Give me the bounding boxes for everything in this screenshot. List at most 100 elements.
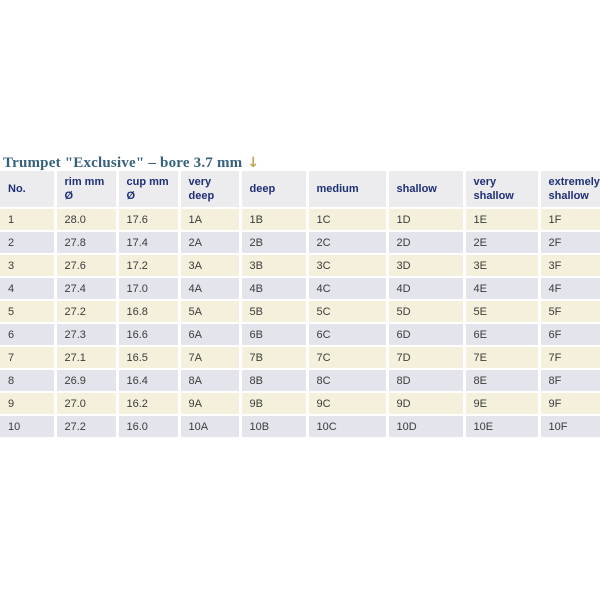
table-body: 1 28.0 17.6 1A 1B 1C 1D 1E 1F 2 27.8 17.4 2A 2B 2C 2D 2E… bbox=[0, 208, 600, 439]
table-cell: 27.2 bbox=[55, 300, 119, 324]
table-cell: 17.4 bbox=[117, 231, 181, 255]
table-cell: 16.5 bbox=[117, 346, 181, 370]
table-cell: 1 bbox=[0, 208, 57, 232]
table-row: 4 27.4 17.0 4A 4B 4C 4D 4E 4F bbox=[0, 277, 600, 301]
table-cell: 9F bbox=[539, 392, 600, 416]
table-cell: 7D bbox=[387, 346, 466, 370]
column-header: cup mm Ø bbox=[117, 171, 181, 209]
table-cell: 27.0 bbox=[55, 392, 119, 416]
table-cell: 10A bbox=[179, 415, 242, 439]
table-cell: 27.2 bbox=[55, 415, 119, 439]
table-cell: 7 bbox=[0, 346, 57, 370]
table-cell: 9C bbox=[307, 392, 389, 416]
down-arrow-icon[interactable]: ↓ bbox=[247, 155, 260, 172]
column-header: shallow bbox=[387, 171, 466, 209]
table-cell: 1C bbox=[307, 208, 389, 232]
table-cell: 1E bbox=[464, 208, 541, 232]
table-cell: 16.6 bbox=[117, 323, 181, 347]
table-row: 7 27.1 16.5 7A 7B 7C 7D 7E 7F bbox=[0, 346, 600, 370]
table-cell: 6D bbox=[387, 323, 466, 347]
table-cell: 5D bbox=[387, 300, 466, 324]
table-cell: 4A bbox=[179, 277, 242, 301]
table-row: 9 27.0 16.2 9A 9B 9C 9D 9E 9F bbox=[0, 392, 600, 416]
table-cell: 8B bbox=[240, 369, 309, 393]
table-cell: 5C bbox=[307, 300, 389, 324]
table-row: 6 27.3 16.6 6A 6B 6C 6D 6E 6F bbox=[0, 323, 600, 347]
table-row: 3 27.6 17.2 3A 3B 3C 3D 3E 3F bbox=[0, 254, 600, 278]
table-cell: 8A bbox=[179, 369, 242, 393]
table-cell: 7F bbox=[539, 346, 600, 370]
table-cell: 4F bbox=[539, 277, 600, 301]
table-cell: 4 bbox=[0, 277, 57, 301]
table-cell: 10D bbox=[387, 415, 466, 439]
table-cell: 5E bbox=[464, 300, 541, 324]
table-cell: 27.6 bbox=[55, 254, 119, 278]
table-cell: 9A bbox=[179, 392, 242, 416]
table-cell: 4D bbox=[387, 277, 466, 301]
table-cell: 3D bbox=[387, 254, 466, 278]
table-cell: 28.0 bbox=[55, 208, 119, 232]
table-cell: 10F bbox=[539, 415, 600, 439]
table-cell: 2A bbox=[179, 231, 242, 255]
table-cell: 3A bbox=[179, 254, 242, 278]
table-cell: 10C bbox=[307, 415, 389, 439]
table-row: 2 27.8 17.4 2A 2B 2C 2D 2E 2F bbox=[0, 231, 600, 255]
table-cell: 10E bbox=[464, 415, 541, 439]
table-cell: 8C bbox=[307, 369, 389, 393]
table-cell: 16.8 bbox=[117, 300, 181, 324]
table-cell: 6F bbox=[539, 323, 600, 347]
table-cell: 2B bbox=[240, 231, 309, 255]
table-cell: 6A bbox=[179, 323, 242, 347]
table-cell: 1A bbox=[179, 208, 242, 232]
table-cell: 2E bbox=[464, 231, 541, 255]
table-cell: 9D bbox=[387, 392, 466, 416]
table-cell: 5 bbox=[0, 300, 57, 324]
table-cell: 9B bbox=[240, 392, 309, 416]
table-cell: 4C bbox=[307, 277, 389, 301]
table-cell: 8 bbox=[0, 369, 57, 393]
table-cell: 7E bbox=[464, 346, 541, 370]
page-title: Trumpet "Exclusive" – bore 3.7 mm ↓ bbox=[3, 153, 259, 173]
table-row: 5 27.2 16.8 5A 5B 5C 5D 5E 5F bbox=[0, 300, 600, 324]
page-title-text: Trumpet "Exclusive" – bore 3.7 mm bbox=[3, 155, 243, 172]
table-cell: 17.6 bbox=[117, 208, 181, 232]
table-cell: 1D bbox=[387, 208, 466, 232]
table-cell: 2 bbox=[0, 231, 57, 255]
table-cell: 3C bbox=[307, 254, 389, 278]
table-cell: 27.4 bbox=[55, 277, 119, 301]
table-cell: 6 bbox=[0, 323, 57, 347]
table-cell: 4B bbox=[240, 277, 309, 301]
table-cell: 8D bbox=[387, 369, 466, 393]
table-cell: 16.2 bbox=[117, 392, 181, 416]
table-cell: 27.3 bbox=[55, 323, 119, 347]
table-cell: 9E bbox=[464, 392, 541, 416]
table-cell: 10B bbox=[240, 415, 309, 439]
table-cell: 1F bbox=[539, 208, 600, 232]
table-cell: 6E bbox=[464, 323, 541, 347]
table-cell: 3 bbox=[0, 254, 57, 278]
table-cell: 5B bbox=[240, 300, 309, 324]
column-header: rim mm Ø bbox=[55, 171, 119, 209]
table-cell: 6B bbox=[240, 323, 309, 347]
column-header: very deep bbox=[179, 171, 242, 209]
table-cell: 3B bbox=[240, 254, 309, 278]
column-header: deep bbox=[240, 171, 309, 209]
table-cell: 8E bbox=[464, 369, 541, 393]
table-cell: 2C bbox=[307, 231, 389, 255]
table-cell: 7C bbox=[307, 346, 389, 370]
table-cell: 2F bbox=[539, 231, 600, 255]
table-cell: 6C bbox=[307, 323, 389, 347]
table-cell: 7A bbox=[179, 346, 242, 370]
table-cell: 9 bbox=[0, 392, 57, 416]
table-cell: 26.9 bbox=[55, 369, 119, 393]
table-row: 8 26.9 16.4 8A 8B 8C 8D 8E 8F bbox=[0, 369, 600, 393]
table-cell: 17.0 bbox=[117, 277, 181, 301]
table-cell: 3E bbox=[464, 254, 541, 278]
column-header: extremely shallow bbox=[539, 171, 600, 209]
table-cell: 2D bbox=[387, 231, 466, 255]
table-cell: 16.0 bbox=[117, 415, 181, 439]
table-cell: 16.4 bbox=[117, 369, 181, 393]
